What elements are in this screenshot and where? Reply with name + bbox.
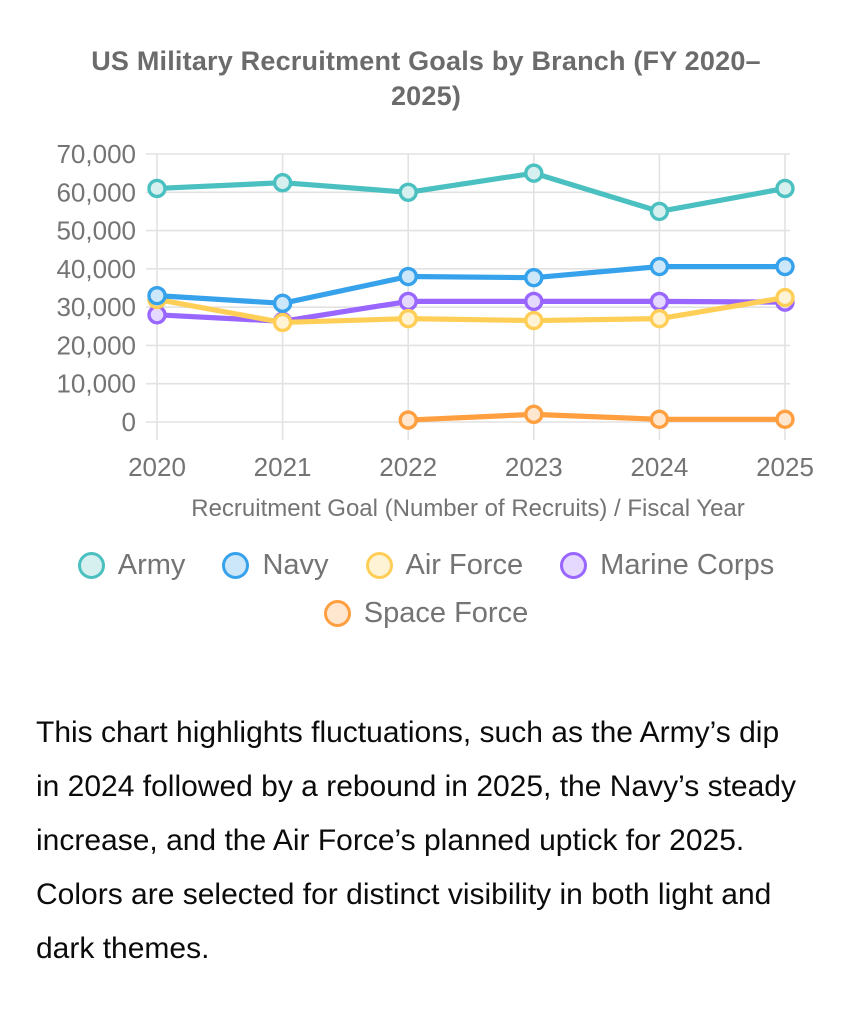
- line-army[interactable]: [147, 163, 795, 222]
- data-point-space-force[interactable]: [398, 410, 418, 430]
- legend-item-marine-corps[interactable]: Marine Corps: [560, 549, 774, 582]
- axis-tick-labels: 0 10,000 20,000 30,000 40,000 50,000 60,000 70,…: [56, 140, 813, 482]
- data-point-navy[interactable]: [775, 256, 795, 277]
- legend-item-air-force[interactable]: Air Force: [365, 549, 524, 582]
- legend-item-army[interactable]: Army: [77, 549, 186, 582]
- y-tick-label: 20,000: [56, 330, 136, 360]
- data-point-marine-corps[interactable]: [147, 305, 167, 325]
- line-navy[interactable]: [147, 256, 795, 314]
- data-point-marine-corps[interactable]: [649, 291, 670, 312]
- legend-label: Army: [117, 549, 186, 581]
- data-point-space-force[interactable]: [524, 404, 544, 425]
- data-point-navy[interactable]: [398, 266, 418, 287]
- chart-canvas[interactable]: 0 10,000 20,000 30,000 40,000 50,000 60,000 70,…: [0, 140, 852, 525]
- x-tick-label: 2024: [630, 452, 688, 482]
- legend-row: Army Navy Air Force Marine Corps: [77, 549, 774, 582]
- legend-label: Space Force: [363, 597, 529, 629]
- legend-swatch-icon: [323, 600, 351, 627]
- legend-item-space-force[interactable]: Space Force: [323, 597, 529, 630]
- x-tick-label: 2022: [379, 452, 437, 482]
- legend-swatch-icon: [365, 552, 393, 579]
- x-tick-label: 2020: [128, 452, 186, 482]
- legend-swatch-icon: [222, 552, 250, 579]
- data-point-air-force[interactable]: [398, 308, 418, 329]
- data-point-air-force[interactable]: [775, 287, 795, 308]
- data-point-navy[interactable]: [649, 256, 670, 277]
- y-tick-label: 10,000: [56, 369, 136, 399]
- chart-title: US Military Recruitment Goals by Branch …: [91, 46, 761, 111]
- line-space-force[interactable]: [398, 404, 795, 430]
- y-tick-label: 30,000: [56, 292, 136, 322]
- data-point-marine-corps[interactable]: [524, 291, 544, 312]
- x-tick-label: 2021: [254, 452, 312, 482]
- y-tick-label: 50,000: [56, 216, 136, 246]
- data-point-army[interactable]: [272, 173, 293, 193]
- data-point-navy[interactable]: [272, 293, 293, 314]
- legend-swatch-icon: [560, 552, 588, 579]
- x-axis-title: Recruitment Goal (Number of Recruits) / …: [191, 495, 745, 522]
- description: This chart highlights fluctuations, such…: [36, 716, 796, 965]
- data-point-marine-corps[interactable]: [398, 291, 418, 312]
- x-tick-label: 2023: [505, 452, 563, 482]
- x-tick-label: 2025: [756, 452, 814, 482]
- data-point-army[interactable]: [147, 178, 167, 199]
- legend-item-navy[interactable]: Navy: [222, 549, 329, 582]
- data-point-air-force[interactable]: [524, 310, 544, 331]
- data-point-army[interactable]: [398, 182, 418, 202]
- data-point-air-force[interactable]: [649, 308, 670, 329]
- legend-swatch-icon: [77, 552, 105, 579]
- data-point-navy[interactable]: [147, 285, 167, 306]
- data-point-space-force[interactable]: [775, 409, 795, 430]
- line-air-force[interactable]: [147, 287, 795, 333]
- data-point-space-force[interactable]: [649, 409, 670, 430]
- data-point-army[interactable]: [775, 178, 795, 199]
- gridlines: [146, 153, 790, 440]
- data-point-army[interactable]: [524, 163, 544, 183]
- y-tick-label: 60,000: [56, 177, 136, 207]
- data-point-army[interactable]: [649, 201, 670, 222]
- legend-row: Space Force: [323, 597, 529, 630]
- legend-label: Marine Corps: [600, 549, 775, 581]
- chart-legend: Army Navy Air Force Marine Corps Space Force: [0, 549, 852, 630]
- legend-label: Navy: [262, 549, 329, 581]
- data-point-air-force[interactable]: [272, 312, 293, 333]
- legend-label: Air Force: [405, 549, 524, 581]
- y-tick-label: 0: [122, 407, 136, 437]
- y-tick-label: 40,000: [56, 254, 136, 284]
- y-tick-label: 70,000: [56, 140, 136, 169]
- data-point-navy[interactable]: [524, 267, 544, 288]
